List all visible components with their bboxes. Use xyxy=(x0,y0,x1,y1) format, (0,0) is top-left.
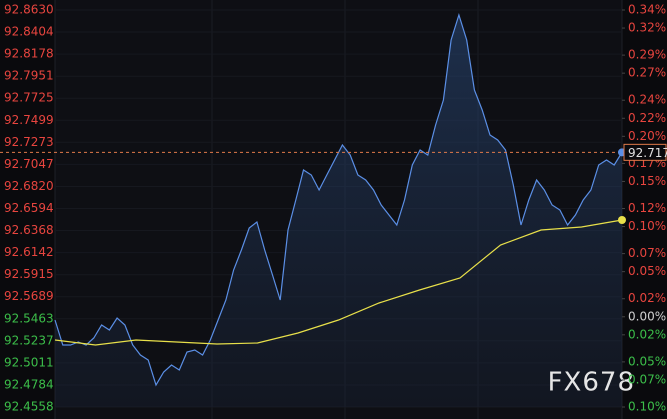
y-tick-label: 92.5237 xyxy=(4,333,54,347)
y2-tick-label: 0.10% xyxy=(628,219,666,233)
y2-tick-label: 0.32% xyxy=(628,21,666,35)
y-tick-label: 92.8404 xyxy=(4,25,54,39)
y2-tick-label: 0.05% xyxy=(628,354,666,368)
y2-tick-label: 0.27% xyxy=(628,66,666,80)
average-line xyxy=(54,219,623,346)
y2-tick-label: 0.15% xyxy=(628,174,666,188)
y-tick-label: 92.6142 xyxy=(4,245,54,259)
y2-tick-label: 0.02% xyxy=(628,327,666,341)
plot xyxy=(0,12,626,407)
y2-tick-label: 0.02% xyxy=(628,291,666,305)
y-tick-label: 92.4784 xyxy=(4,377,54,391)
y2-tick-label: 0.05% xyxy=(628,264,666,278)
y-tick-label: 92.6820 xyxy=(4,179,54,193)
y2-tick-label: 0.34% xyxy=(628,3,666,17)
y2-tick-label: 0.10% xyxy=(628,400,666,414)
y2-tick-label: 0.00% xyxy=(628,309,666,323)
y2-tick-label: 0.22% xyxy=(628,111,666,125)
last-price-box xyxy=(623,143,667,161)
y2-tick-label: 0.29% xyxy=(628,48,666,62)
y-tick-label: 92.5915 xyxy=(4,267,54,281)
y-tick-label: 92.8178 xyxy=(4,47,54,61)
y-tick-label: 92.8630 xyxy=(4,3,54,17)
y-tick-label: 92.4558 xyxy=(4,400,54,414)
y2-tick-label: 0.07% xyxy=(628,246,666,260)
y-tick-label: 92.7725 xyxy=(4,91,54,105)
y-tick-label: 92.5011 xyxy=(4,355,54,369)
y-tick-label: 92.5689 xyxy=(4,289,54,303)
end-dot xyxy=(618,216,626,225)
y-tick-label: 92.5463 xyxy=(4,311,54,325)
y2-tick-label: 0.07% xyxy=(628,372,666,386)
last-price-label: 92.717 xyxy=(628,146,667,160)
y-tick-label: 92.7951 xyxy=(4,69,54,83)
price-area xyxy=(55,15,622,407)
watermark: FX678 xyxy=(548,368,635,398)
axes: 92.8630 92.8404 92.8178 92.7951 92.7725 92.74… xyxy=(4,3,667,414)
y-tick-label: 92.6594 xyxy=(4,201,54,215)
y2-tick-label: 0.20% xyxy=(628,129,666,143)
y2-tick-label: 0.24% xyxy=(628,93,666,107)
y-tick-label: 92.7047 xyxy=(4,157,54,171)
y2-tick-label: 0.12% xyxy=(628,201,666,215)
y-tick-label: 92.7273 xyxy=(4,135,54,149)
y-tick-label: 92.7499 xyxy=(4,113,54,127)
y-tick-label: 92.6368 xyxy=(4,223,54,237)
